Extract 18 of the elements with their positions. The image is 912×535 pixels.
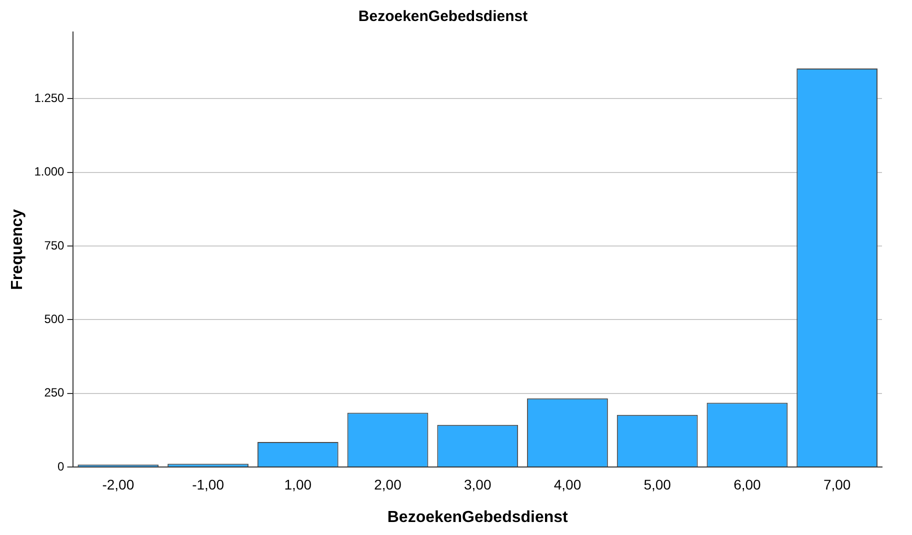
y-tick-label: 1.000 bbox=[34, 164, 65, 179]
x-tick-label: -2,00 bbox=[102, 476, 134, 492]
x-tick-label: 3,00 bbox=[464, 476, 492, 492]
chart-title: BezoekenGebedsdienst bbox=[358, 8, 528, 26]
x-tick-label: 6,00 bbox=[734, 476, 762, 492]
y-tick-label: 500 bbox=[44, 312, 65, 326]
x-tick-label: 7,00 bbox=[823, 476, 851, 492]
y-axis-title: Frequency bbox=[9, 208, 26, 290]
x-tick-label: 5,00 bbox=[644, 476, 672, 492]
x-tick-label: 1,00 bbox=[284, 476, 312, 492]
x-tick-label: -1,00 bbox=[192, 476, 224, 492]
x-tick-label: 4,00 bbox=[554, 476, 582, 492]
y-tick-label: 250 bbox=[44, 386, 65, 400]
x-axis-title: BezoekenGebedsdienst bbox=[387, 508, 569, 526]
y-tick-label: 1.250 bbox=[34, 90, 65, 105]
y-tick-label: 0 bbox=[58, 459, 65, 474]
y-tick-label: 750 bbox=[44, 238, 65, 252]
x-tick-label: 2,00 bbox=[374, 476, 402, 492]
